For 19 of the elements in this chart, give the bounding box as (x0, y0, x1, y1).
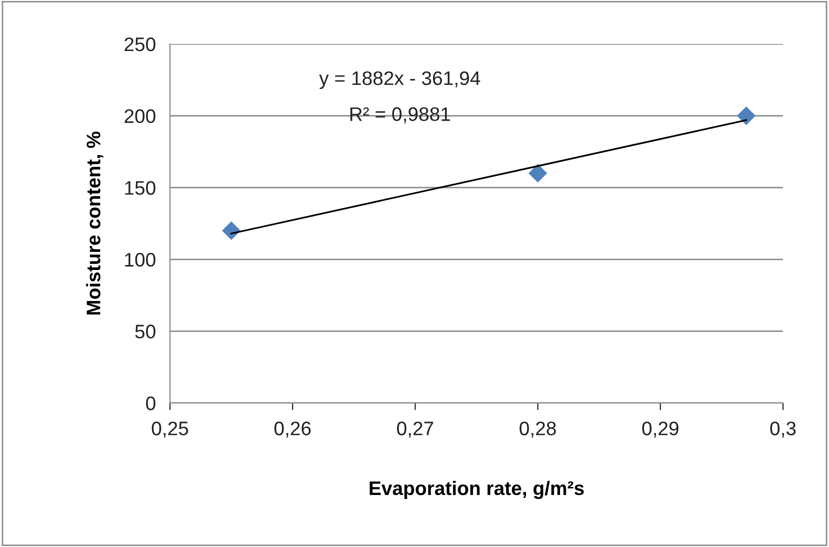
y-tick-label: 150 (125, 181, 156, 195)
y-tick-label: 100 (125, 252, 156, 267)
x-tick-label: 0,25 (152, 422, 188, 438)
point (528, 164, 548, 183)
x-tick-label: 0,29 (642, 422, 678, 438)
x-axis-title: Evaporation rate, g/m²s (370, 480, 584, 500)
annotation: y = 1882x - 361,94 (319, 71, 480, 89)
y-tick-label: 0 (146, 396, 156, 410)
x-tick-label: 0,28 (520, 422, 556, 438)
point (222, 221, 241, 240)
x-tick-label: 0,26 (274, 422, 311, 438)
y-tick-label: 250 (124, 37, 156, 52)
y-axis-title: Moisture content, % (86, 132, 104, 315)
annotation: R² = 0,9881 (350, 107, 450, 124)
y-tick-label: 50 (135, 324, 156, 338)
point (736, 106, 756, 126)
y-tick-label: 200 (124, 109, 156, 124)
x-tick-label: 0,3 (770, 422, 796, 438)
x-tick-label: 0,27 (397, 422, 434, 438)
